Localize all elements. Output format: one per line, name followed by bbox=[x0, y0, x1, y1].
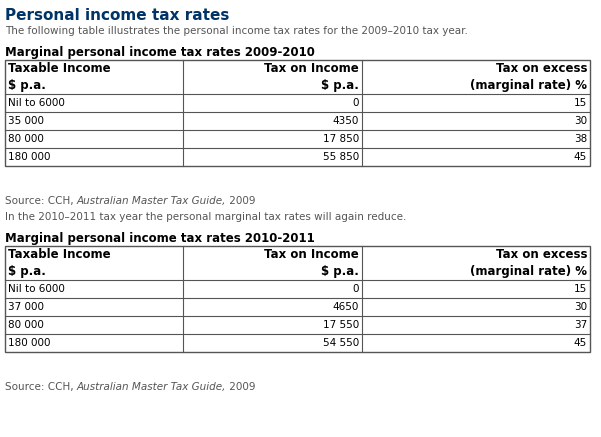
Text: Australian Master Tax Guide,: Australian Master Tax Guide, bbox=[77, 382, 226, 392]
Text: 2009: 2009 bbox=[226, 382, 256, 392]
Text: Personal income tax rates: Personal income tax rates bbox=[5, 8, 230, 23]
Text: Nil to 6000: Nil to 6000 bbox=[8, 284, 65, 294]
Bar bbox=[5, 246, 590, 352]
Text: 180 000: 180 000 bbox=[8, 152, 50, 162]
Text: 15: 15 bbox=[574, 98, 587, 108]
Text: Source: CCH,: Source: CCH, bbox=[5, 196, 77, 206]
Bar bbox=[5, 60, 590, 166]
Text: Marginal personal income tax rates 2010-2011: Marginal personal income tax rates 2010-… bbox=[5, 232, 315, 245]
Text: 0: 0 bbox=[352, 284, 359, 294]
Text: 38: 38 bbox=[574, 134, 587, 144]
Text: 45: 45 bbox=[574, 338, 587, 348]
Text: 180 000: 180 000 bbox=[8, 338, 50, 348]
Text: Nil to 6000: Nil to 6000 bbox=[8, 98, 65, 108]
Text: 4650: 4650 bbox=[332, 302, 359, 312]
Text: 54 550: 54 550 bbox=[323, 338, 359, 348]
Text: 80 000: 80 000 bbox=[8, 134, 44, 144]
Text: Source: CCH,: Source: CCH, bbox=[5, 382, 77, 392]
Text: 2009: 2009 bbox=[226, 196, 256, 206]
Text: Marginal personal income tax rates 2009-2010: Marginal personal income tax rates 2009-… bbox=[5, 46, 315, 59]
Text: 4350: 4350 bbox=[332, 116, 359, 126]
Text: 35 000: 35 000 bbox=[8, 116, 44, 126]
Text: In the 2010–2011 tax year the personal marginal tax rates will again reduce.: In the 2010–2011 tax year the personal m… bbox=[5, 212, 406, 222]
Text: 37 000: 37 000 bbox=[8, 302, 44, 312]
Text: Tax on Income
$ p.a.: Tax on Income $ p.a. bbox=[264, 62, 359, 91]
Text: Taxable Income
$ p.a.: Taxable Income $ p.a. bbox=[8, 249, 111, 277]
Text: 15: 15 bbox=[574, 284, 587, 294]
Text: 30: 30 bbox=[574, 116, 587, 126]
Text: The following table illustrates the personal income tax rates for the 2009–2010 : The following table illustrates the pers… bbox=[5, 26, 468, 36]
Text: 0: 0 bbox=[352, 98, 359, 108]
Text: Taxable Income
$ p.a.: Taxable Income $ p.a. bbox=[8, 62, 111, 91]
Text: Australian Master Tax Guide,: Australian Master Tax Guide, bbox=[77, 196, 226, 206]
Text: 80 000: 80 000 bbox=[8, 320, 44, 330]
Text: Tax on excess
(marginal rate) %: Tax on excess (marginal rate) % bbox=[470, 249, 587, 277]
Text: Tax on Income
$ p.a.: Tax on Income $ p.a. bbox=[264, 249, 359, 277]
Text: Tax on excess
(marginal rate) %: Tax on excess (marginal rate) % bbox=[470, 62, 587, 91]
Text: 55 850: 55 850 bbox=[323, 152, 359, 162]
Text: 45: 45 bbox=[574, 152, 587, 162]
Text: 30: 30 bbox=[574, 302, 587, 312]
Text: 17 850: 17 850 bbox=[323, 134, 359, 144]
Text: 17 550: 17 550 bbox=[323, 320, 359, 330]
Text: 37: 37 bbox=[574, 320, 587, 330]
